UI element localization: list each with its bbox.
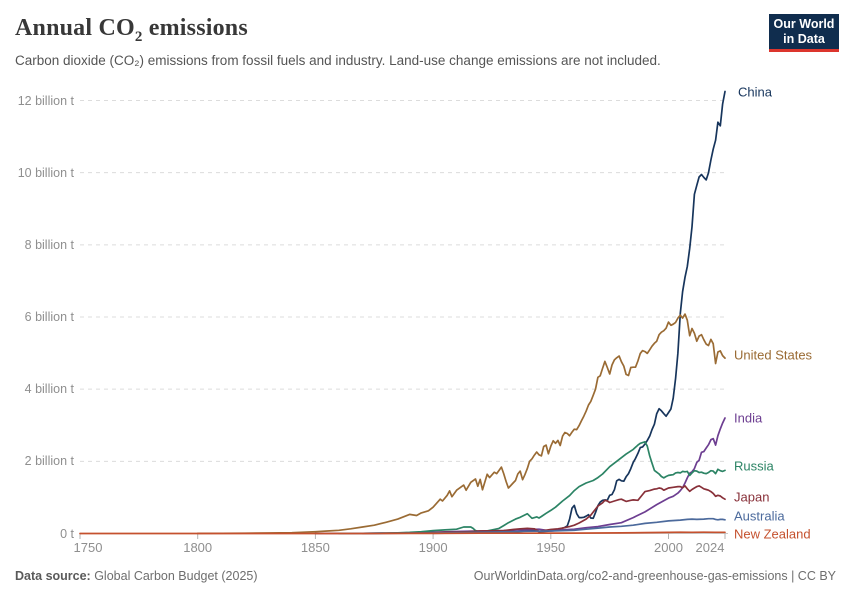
x-axis-label: 2000	[654, 540, 683, 555]
series-label-new-zealand[interactable]: New Zealand	[734, 526, 811, 542]
series-line-united-states[interactable]	[196, 313, 726, 535]
x-axis-label: 1850	[300, 540, 330, 555]
y-axis-label: 4 billion t	[24, 382, 74, 397]
series-label-china[interactable]: China	[738, 84, 772, 100]
x-axis-label: 1950	[536, 540, 566, 555]
x-axis-label: 1900	[418, 540, 448, 555]
series-label-australia[interactable]: Australia	[734, 508, 785, 524]
series-label-india[interactable]: India	[734, 410, 763, 426]
y-axis-label: 2 billion t	[24, 454, 74, 469]
x-axis-label: 2024	[695, 540, 725, 555]
page-title: Annual CO2 emissions	[15, 15, 248, 45]
data-source-value: Global Carbon Budget (2025)	[90, 569, 258, 583]
y-axis-label: 10 billion t	[17, 165, 74, 180]
owid-logo[interactable]: Our World in Data	[769, 14, 839, 52]
logo-line-1: Our World	[773, 17, 835, 31]
series-line-india[interactable]	[314, 417, 726, 535]
data-source-label: Data source:	[15, 569, 91, 583]
series-label-japan[interactable]: Japan	[734, 489, 770, 505]
data-source: Data source: Global Carbon Budget (2025)	[15, 569, 258, 583]
co2-subscript: 2	[134, 28, 143, 45]
footer-credit: OurWorldinData.org/co2-and-greenhouse-ga…	[473, 569, 836, 583]
y-axis-label: 8 billion t	[24, 237, 74, 252]
series-label-united-states[interactable]: United States	[734, 347, 813, 363]
chart-subtitle: Carbon dioxide (CO₂) emissions from foss…	[15, 53, 661, 68]
series-label-russia[interactable]: Russia	[734, 458, 774, 474]
series-line-china[interactable]	[432, 90, 726, 535]
chart-footer: Data source: Global Carbon Budget (2025)…	[15, 569, 836, 583]
x-axis-label: 1750	[73, 540, 103, 555]
y-axis-label: 6 billion t	[24, 310, 74, 324]
logo-line-2: in Data	[783, 32, 825, 46]
y-axis-label: 0 t	[60, 526, 74, 541]
y-axis-label: 12 billion t	[17, 93, 74, 108]
series-line-japan[interactable]	[361, 485, 726, 535]
x-axis-label: 1800	[183, 540, 213, 555]
series-line-new-zealand[interactable]	[79, 531, 726, 535]
series-line-australia[interactable]	[338, 517, 726, 535]
